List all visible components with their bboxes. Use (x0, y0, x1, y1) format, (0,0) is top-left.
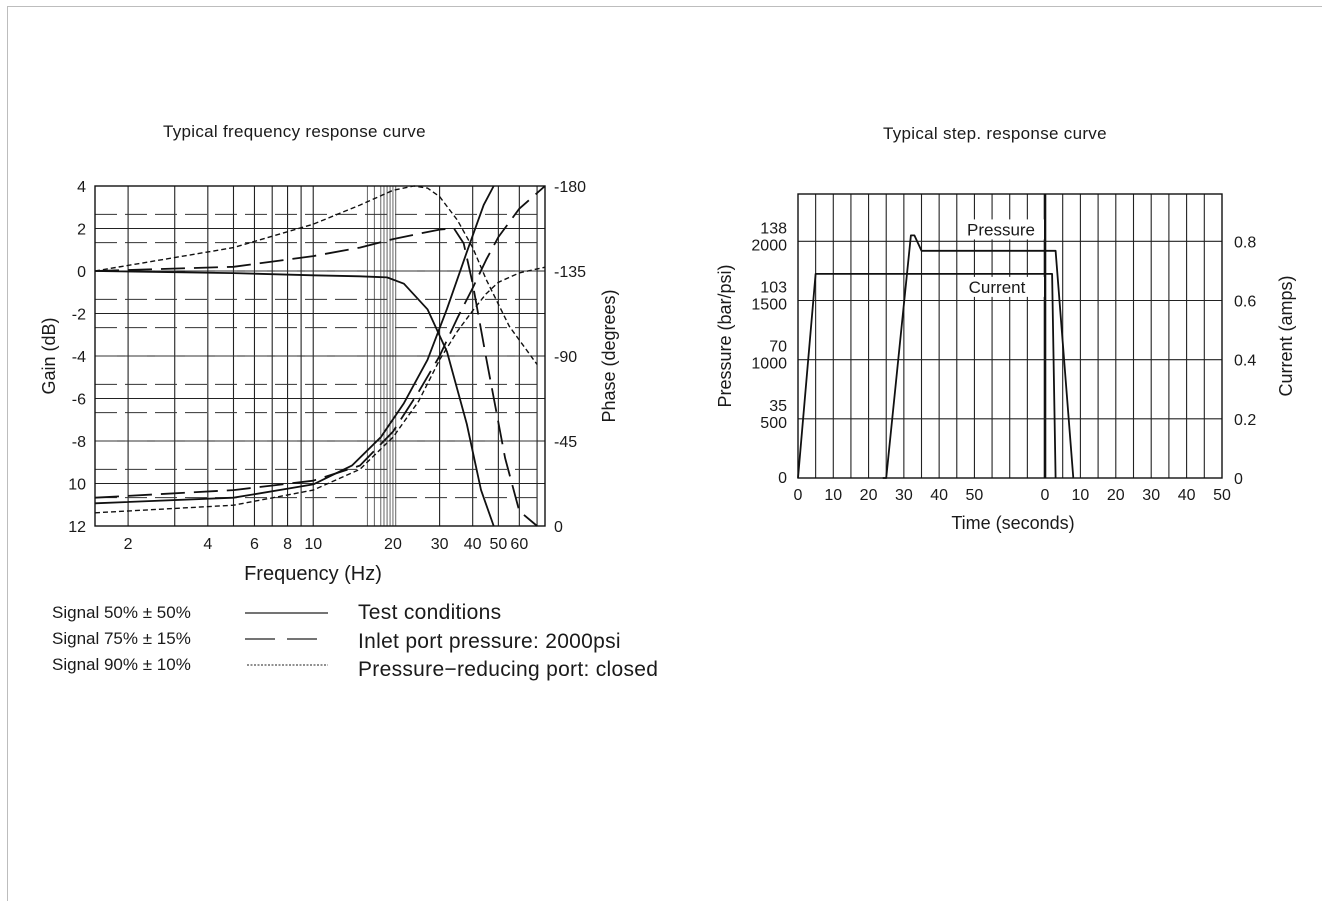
step-plot-frame (797, 193, 1223, 479)
frequency-chart-title: Typical frequency response curve (163, 122, 426, 141)
gain-tick-label: 12 (68, 519, 86, 536)
time-tick-label: 10 (1072, 487, 1090, 504)
time-tick-label: 20 (860, 487, 878, 504)
frequency-curves (94, 185, 546, 527)
step-curves (797, 234, 1075, 479)
time-tick-label: 50 (966, 487, 984, 504)
time-tick-label: 10 (824, 487, 842, 504)
step-grid (797, 193, 1223, 479)
pressure-bar-tick-label: 138 (760, 220, 787, 237)
current-annotation: Current (969, 278, 1026, 297)
frequency-tick-label: 8 (283, 536, 292, 553)
frequency-gain-solid-curve (94, 270, 495, 527)
time-tick-label: 0 (1041, 487, 1050, 504)
gain-tick-label: 4 (77, 179, 86, 196)
pressure-psi-tick-label: 1500 (751, 297, 787, 314)
gain-tick-label: 0 (77, 264, 86, 281)
step-response-chart: PressureCurrent0355007010001031500138200… (715, 193, 1296, 533)
time-tick-label: 20 (1107, 487, 1125, 504)
pressure-annotation-bg (958, 219, 1044, 240)
phase-tick-label: 0 (554, 519, 563, 536)
gain-tick-label: -2 (72, 307, 86, 324)
inlet-port-pressure: Inlet port pressure: 2000psi (358, 630, 621, 653)
legend-line-samples (245, 612, 328, 666)
time-tick-label: 40 (1178, 487, 1196, 504)
frequency-gain-dotted-curve (94, 185, 538, 365)
phase-tick-label: -135 (554, 264, 586, 281)
gain-axis-label: Gain (dB) (39, 317, 59, 394)
phase-axis-label: Phase (degrees) (599, 289, 619, 422)
pressure-bar-tick-label: 70 (769, 339, 787, 356)
legend-item-solid-label: Signal 50% ± 50% (52, 603, 191, 622)
gain-tick-label: 10 (68, 477, 86, 494)
legend-item-dotted-label: Signal 90% ± 10% (52, 655, 191, 674)
phase-tick-label: -45 (554, 434, 577, 451)
frequency-tick-label: 6 (250, 536, 259, 553)
frequency-phase-solid-curve (94, 185, 495, 505)
time-tick-label: 50 (1213, 487, 1231, 504)
pressure-psi-tick-label: 500 (760, 415, 787, 432)
gain-tick-label: -6 (72, 392, 86, 409)
frequency-axis-label: Frequency (Hz) (244, 563, 382, 585)
frequency-gain-dashed-curve (94, 227, 538, 527)
pressure-reducing-port: Pressure−reducing port: closed (358, 658, 659, 681)
current-axis-label: Current (amps) (1276, 275, 1296, 396)
pressure-bar-tick-label: 35 (769, 398, 787, 415)
pressure-psi-tick-label: 2000 (751, 237, 787, 254)
step-labels: PressureCurrent0355007010001031500138200… (715, 219, 1296, 533)
gain-tick-label: 2 (77, 222, 86, 239)
frequency-phase-dotted-curve (94, 266, 546, 514)
step-chart-title: Typical step. response curve (883, 124, 1107, 143)
step-pressure-curve (882, 234, 1075, 479)
frequency-tick-label: 30 (431, 536, 449, 553)
frequency-tick-label: 50 (489, 536, 507, 553)
pressure-psi-tick-label: 1000 (751, 356, 787, 373)
step-current-curve (797, 273, 1057, 479)
time-tick-label: 40 (930, 487, 948, 504)
time-tick-label: 30 (895, 487, 913, 504)
pressure-annotation: Pressure (967, 220, 1035, 239)
frequency-tick-label: 4 (203, 536, 212, 553)
legend-item-dashed-label: Signal 75% ± 15% (52, 629, 191, 648)
phase-tick-label: -180 (554, 179, 586, 196)
current-tick-label: 0 (1234, 471, 1243, 488)
phase-tick-label: -90 (554, 349, 577, 366)
current-tick-label: 0.6 (1234, 294, 1256, 311)
test-conditions-title: Test conditions (358, 601, 502, 624)
frequency-tick-label: 2 (124, 536, 133, 553)
gain-tick-label: -8 (72, 434, 86, 451)
time-tick-label: 30 (1142, 487, 1160, 504)
frequency-tick-label: 20 (384, 536, 402, 553)
time-axis-label: Time (seconds) (951, 513, 1074, 533)
pressure-axis-label: Pressure (bar/psi) (715, 264, 735, 407)
gain-tick-label: -4 (72, 349, 86, 366)
pressure-bar-tick-label: 0 (778, 470, 787, 487)
frequency-tick-label: 10 (304, 536, 322, 553)
current-annotation-bg (958, 276, 1044, 297)
page-frame (7, 6, 1322, 901)
frequency-plot-frame (94, 185, 546, 527)
pressure-bar-tick-label: 103 (760, 280, 787, 297)
current-tick-label: 0.4 (1234, 353, 1256, 370)
frequency-phase-dashed-curve (94, 185, 546, 499)
time-tick-label: 0 (794, 487, 803, 504)
frequency-tick-label: 60 (510, 536, 528, 553)
current-tick-label: 0.8 (1234, 234, 1256, 251)
current-tick-label: 0.2 (1234, 412, 1256, 429)
frequency-tick-label: 40 (464, 536, 482, 553)
